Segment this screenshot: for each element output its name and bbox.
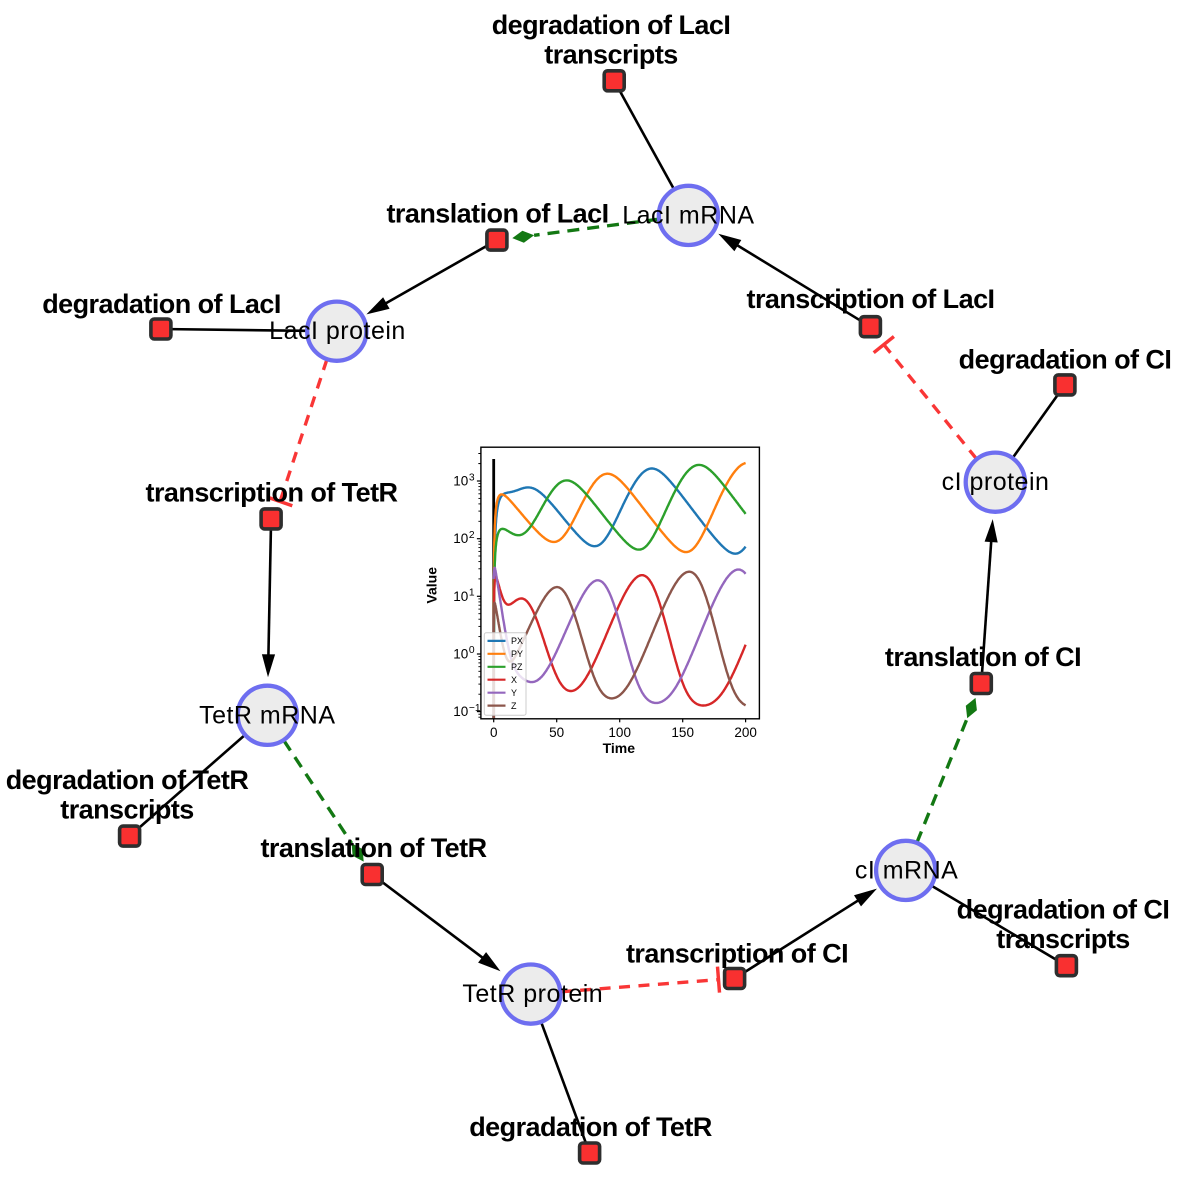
svg-text:X: X bbox=[511, 675, 517, 685]
svg-text:translation of CI: translation of CI bbox=[885, 642, 1081, 672]
svg-text:translation of LacI: translation of LacI bbox=[386, 199, 608, 229]
svg-text:10: 10 bbox=[453, 704, 468, 719]
svg-text:transcription of TetR: transcription of TetR bbox=[146, 477, 398, 507]
svg-text:Z: Z bbox=[511, 701, 517, 711]
svg-text:3: 3 bbox=[469, 472, 475, 483]
svg-text:cI mRNA: cI mRNA bbox=[855, 856, 959, 884]
svg-text:10: 10 bbox=[453, 531, 468, 546]
svg-text:degradation of TetR: degradation of TetR bbox=[469, 1112, 712, 1142]
svg-text:translation of TetR: translation of TetR bbox=[260, 833, 486, 863]
svg-text:2: 2 bbox=[469, 530, 475, 541]
svg-text:200: 200 bbox=[734, 725, 757, 740]
svg-text:transcripts: transcripts bbox=[544, 39, 678, 69]
svg-text:TetR mRNA: TetR mRNA bbox=[199, 701, 335, 729]
svg-text:100: 100 bbox=[608, 725, 631, 740]
svg-text:degradation of CI: degradation of CI bbox=[957, 895, 1170, 925]
svg-text:0: 0 bbox=[469, 645, 475, 656]
svg-text:10: 10 bbox=[453, 647, 468, 662]
svg-text:1: 1 bbox=[469, 588, 475, 599]
svg-text:LacI mRNA: LacI mRNA bbox=[622, 201, 754, 229]
svg-text:degradation of TetR: degradation of TetR bbox=[6, 765, 249, 795]
svg-text:transcripts: transcripts bbox=[60, 795, 194, 825]
svg-text:transcripts: transcripts bbox=[996, 924, 1130, 954]
svg-text:PZ: PZ bbox=[511, 662, 523, 672]
svg-text:degradation of CI: degradation of CI bbox=[959, 344, 1172, 374]
svg-text:10: 10 bbox=[453, 589, 468, 604]
svg-text:cI protein: cI protein bbox=[942, 468, 1050, 496]
svg-text:150: 150 bbox=[671, 725, 694, 740]
svg-text:50: 50 bbox=[549, 725, 564, 740]
svg-text:PX: PX bbox=[511, 636, 523, 646]
svg-text:transcription of LacI: transcription of LacI bbox=[747, 284, 995, 314]
svg-text:degradation of LacI: degradation of LacI bbox=[42, 289, 281, 319]
svg-text:LacI protein: LacI protein bbox=[269, 317, 406, 345]
svg-text:Value: Value bbox=[423, 567, 439, 604]
svg-text:Y: Y bbox=[511, 688, 517, 698]
svg-text:Time: Time bbox=[603, 740, 636, 756]
svg-text:10: 10 bbox=[453, 474, 468, 489]
svg-text:0: 0 bbox=[490, 725, 498, 740]
svg-text:PY: PY bbox=[511, 649, 523, 659]
svg-text:−1: −1 bbox=[469, 703, 481, 714]
svg-text:degradation of LacI: degradation of LacI bbox=[492, 10, 731, 40]
svg-text:transcription of CI: transcription of CI bbox=[626, 939, 848, 969]
svg-text:TetR protein: TetR protein bbox=[462, 980, 603, 1008]
